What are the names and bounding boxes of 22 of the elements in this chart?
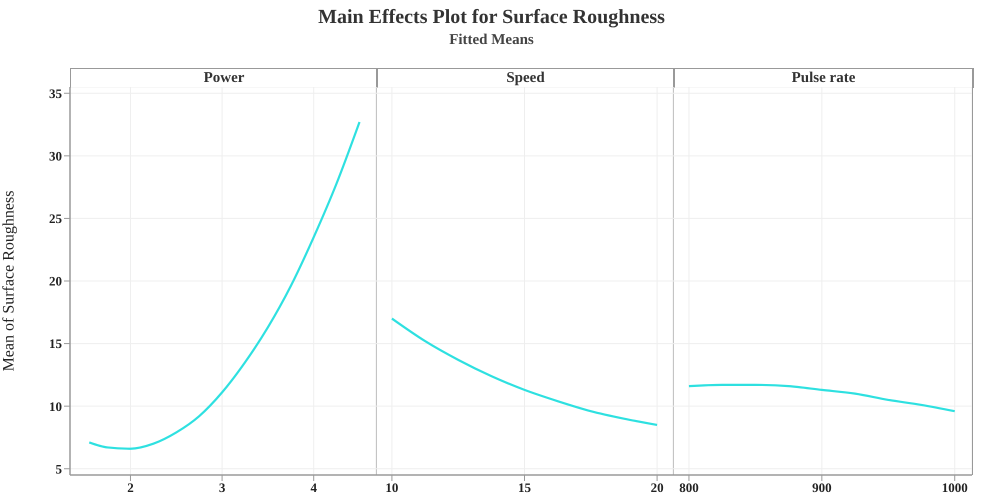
x-tick-label: 4: [310, 480, 318, 496]
x-tick-label: 10: [385, 480, 398, 496]
x-tick-label: 20: [650, 480, 664, 496]
y-tick-label: 10: [49, 398, 62, 414]
chart-subtitle: Fitted Means: [448, 32, 535, 49]
x-tick-label: 1000: [942, 480, 968, 496]
x-axis-title: Pulse rate: [673, 68, 974, 88]
x-tick-label: 15: [518, 480, 532, 496]
x-tick-label: 2: [127, 480, 134, 496]
x-axis-title: Power: [70, 68, 378, 88]
y-tick-label: 15: [49, 336, 62, 352]
x-tick-label: 800: [679, 480, 699, 496]
y-axis-title: Mean of Surface Roughness: [0, 190, 18, 372]
y-tick-label: 25: [49, 211, 62, 226]
x-tick-label: 900: [812, 480, 832, 496]
x-tick-label: 3: [218, 480, 226, 496]
x-axis-title: Speed: [376, 68, 675, 88]
y-tick-label: 30: [49, 148, 62, 164]
y-tick-label: 35: [49, 86, 62, 101]
chart-title: Main Effects Plot for Surface Roughness: [317, 6, 666, 29]
y-tick-label: 20: [49, 274, 62, 289]
y-tick-label: 5: [56, 461, 62, 476]
